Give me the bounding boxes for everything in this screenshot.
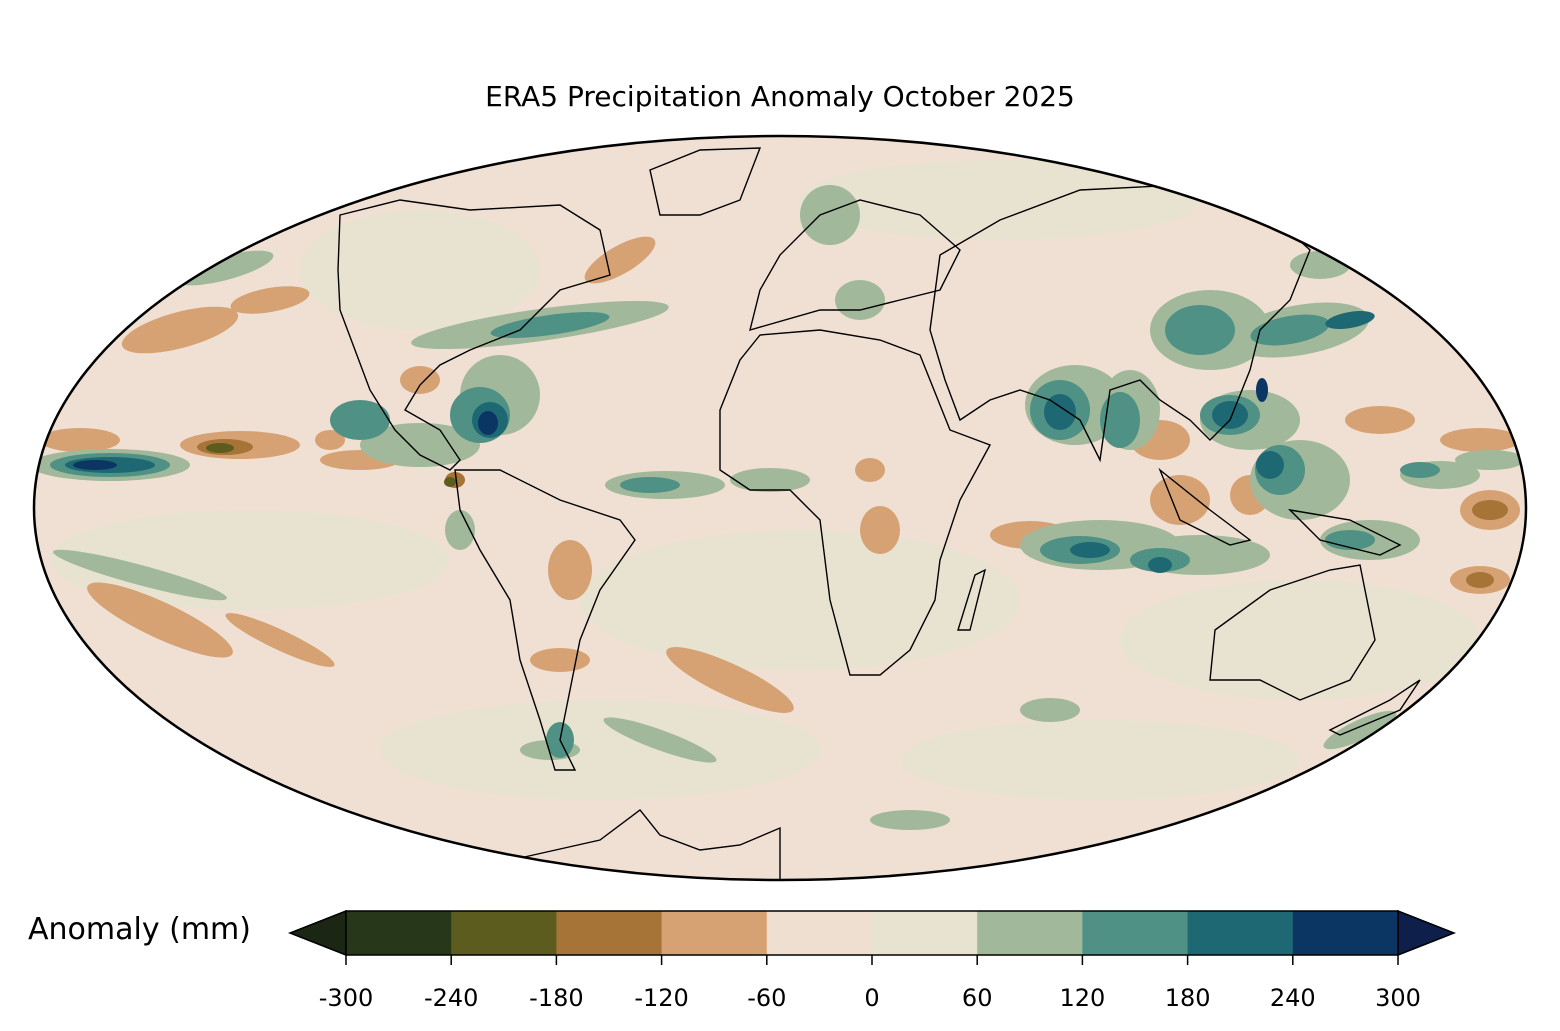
anomaly-dry-extreme [206,443,456,487]
map-field [34,136,1526,880]
colorbar-swatch [1187,911,1294,955]
colorbar-extend-high [1397,909,1457,957]
colorbar-tick-label: -300 [319,984,373,1012]
colorbar-tick-label: -240 [424,984,478,1012]
colorbar-label: Anomaly (mm) [28,912,251,947]
colorbar-swatch [872,911,978,955]
colorbar-tick-label: 120 [1059,984,1105,1012]
colorbar-tick-label: 240 [1270,984,1316,1012]
map-title: ERA5 Precipitation Anomaly October 2025 [485,80,1075,113]
colorbar-tick-label: 0 [864,984,879,1012]
colorbar-tick-label: -180 [529,984,583,1012]
colorbar-tick-label: 300 [1375,984,1421,1012]
colorbar-tick-label: 60 [962,984,993,1012]
colorbar-swatch [1292,911,1399,955]
global-anomaly-map [32,134,1528,882]
colorbar-swatch [451,911,557,955]
colorbar-tick-label: 180 [1165,984,1211,1012]
colorbar-swatch [346,911,452,955]
colorbar-tick-label: -120 [634,984,688,1012]
colorbar-swatch [766,911,873,955]
globe-outline [32,134,1528,882]
colorbar-tick-label: -60 [747,984,786,1012]
anomaly-wet-extreme [73,378,1268,470]
colorbar-swatch [556,911,663,955]
colorbar-extend-low [287,909,347,957]
anomaly-light-positive [50,160,1480,800]
colorbar-swatch [1082,911,1189,955]
colorbar-swatch [661,911,768,955]
colorbar-swatch [977,911,1083,955]
